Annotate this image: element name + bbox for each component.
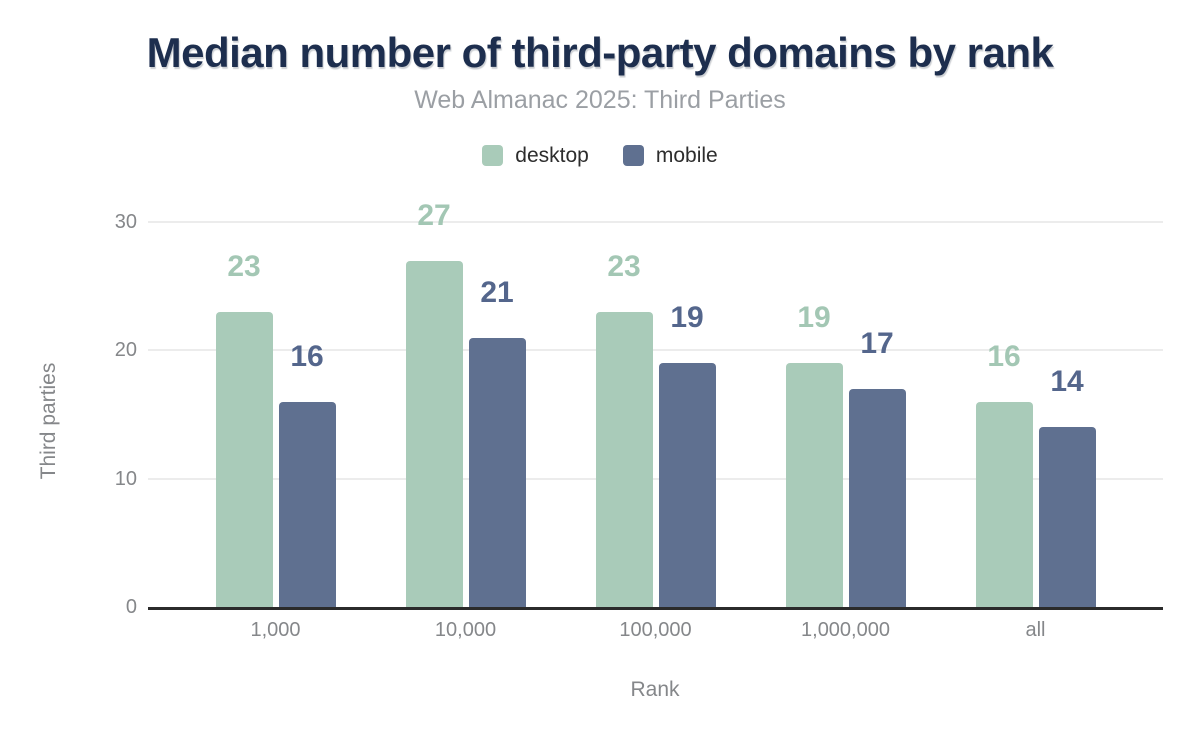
gridline-y-30 (148, 221, 1163, 223)
chart-title: Median number of third-party domains by … (146, 29, 1054, 76)
value-label-desktop-100,000: 23 (607, 249, 641, 283)
x-tick-label-10,000: 10,000 (434, 619, 497, 641)
value-label-desktop-10,000: 27 (417, 198, 451, 232)
x-tick-label-100,000: 100,000 (619, 619, 692, 641)
bar-mobile-1,000,000 (848, 388, 906, 607)
legend-swatch-mobile (622, 145, 644, 166)
value-label-desktop-1,000,000: 19 (797, 301, 831, 335)
gridline-y-20 (148, 349, 1163, 352)
legend-swatch-desktop (482, 145, 504, 166)
legend-label-desktop: desktop (515, 144, 589, 167)
legend-item-desktop[interactable]: desktop (482, 145, 589, 166)
legend-label-mobile: mobile (655, 144, 718, 167)
gridline-y-10 (148, 477, 1163, 480)
bar-mobile-100,000 (658, 363, 716, 607)
value-label-mobile-1,000: 16 (290, 339, 324, 373)
y-tick-label-20: 20 (114, 339, 137, 362)
value-label-desktop-1,000: 23 (227, 249, 261, 283)
value-label-mobile-100,000: 19 (670, 301, 704, 335)
chart-subtitle: Web Almanac 2025: Third Parties (414, 86, 786, 114)
plot-area: 23 16 27 21 23 19 19 17 16 14 (148, 200, 1163, 610)
bar-mobile-1,000 (278, 401, 336, 607)
y-axis-title: Third parties (37, 362, 60, 480)
y-tick-label-30: 30 (114, 211, 137, 233)
bar-mobile-all (1038, 427, 1096, 607)
x-tick-label-all: all (1025, 619, 1046, 641)
bar-mobile-10,000 (468, 337, 526, 607)
y-tick-label-10: 10 (114, 467, 137, 490)
x-tick-label-1,000: 1,000 (250, 619, 301, 641)
bar-desktop-1,000,000 (785, 363, 843, 607)
x-axis-title: Rank (630, 678, 680, 701)
bar-desktop-100,000 (595, 311, 653, 607)
legend-item-mobile[interactable]: mobile (622, 144, 718, 167)
bar-desktop-all (975, 401, 1033, 607)
chart-legend: desktop mobile (0, 145, 1200, 166)
value-label-mobile-all: 14 (1050, 365, 1084, 399)
value-label-mobile-10,000: 21 (480, 275, 514, 309)
y-tick-label-0: 0 (125, 596, 137, 618)
x-tick-label-1,000,000: 1,000,000 (801, 619, 890, 641)
value-label-mobile-1,000,000: 17 (860, 326, 894, 360)
value-label-desktop-all: 16 (987, 339, 1021, 373)
bar-desktop-1,000 (215, 311, 273, 607)
bar-desktop-10,000 (405, 260, 463, 607)
